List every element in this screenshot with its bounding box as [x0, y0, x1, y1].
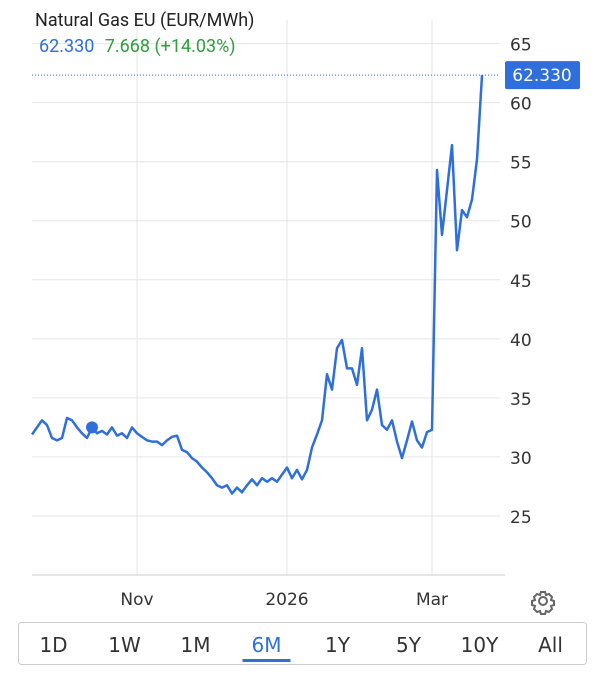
- tab[interactable]: 1Y: [325, 633, 351, 657]
- tab[interactable]: 5Y: [396, 633, 422, 657]
- x-tick-label: Mar: [416, 590, 448, 610]
- y-tick-label: 45: [510, 272, 532, 292]
- settings-icon[interactable]: [531, 591, 555, 615]
- y-tick-label: 55: [510, 154, 532, 174]
- change-pct: (+14.03%): [154, 36, 236, 57]
- x-tick-label: 2026: [265, 590, 308, 610]
- tab[interactable]: All: [538, 633, 563, 657]
- y-tick-label: 35: [510, 390, 532, 410]
- change: 7.668: [104, 36, 151, 57]
- tab[interactable]: 1M: [181, 633, 211, 657]
- y-tick-label: 60: [510, 95, 532, 115]
- last-price-label: 62.330: [512, 66, 571, 86]
- x-tick-label: Nov: [120, 590, 153, 610]
- tab[interactable]: 6M: [252, 633, 282, 657]
- tab[interactable]: 1D: [39, 633, 67, 657]
- y-tick-label: 40: [510, 331, 532, 351]
- y-tick-label: 65: [510, 36, 532, 56]
- quote: 62.330 7.668 (+14.03%): [39, 34, 254, 60]
- y-tick-label: 25: [510, 508, 532, 528]
- marker: [86, 421, 98, 434]
- tab[interactable]: 10Y: [461, 633, 499, 657]
- y-tick-label: 30: [510, 449, 532, 469]
- tab-underline: [242, 659, 291, 662]
- price: 62.330: [39, 36, 95, 57]
- chart-header: Natural Gas EU (EUR/MWh) 62.330 7.668 (+…: [35, 8, 254, 60]
- tab[interactable]: 1W: [108, 633, 141, 657]
- y-tick-label: 50: [510, 213, 532, 233]
- last-price-tag: [505, 61, 580, 90]
- price-line: [30, 75, 484, 495]
- chart-title: Natural Gas EU (EUR/MWh): [35, 10, 255, 31]
- tab-bar: [18, 622, 587, 665]
